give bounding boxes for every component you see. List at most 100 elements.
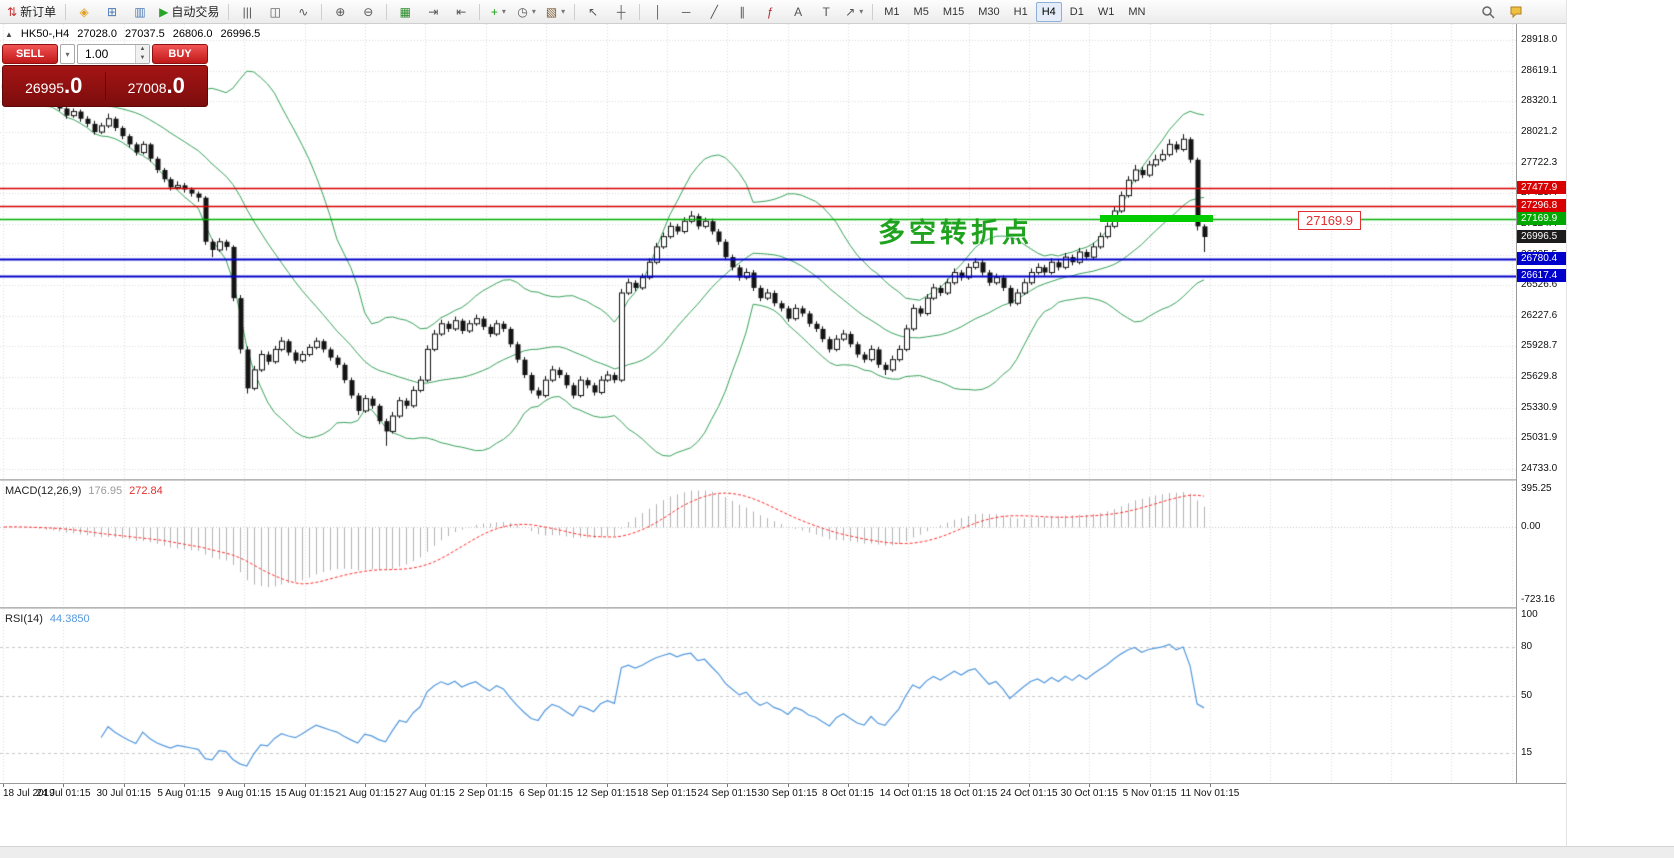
rsi-value: 44.3850 (49, 613, 90, 625)
vertical-line-button[interactable]: │ (645, 1, 671, 23)
chat-button[interactable] (1503, 1, 1529, 23)
time-axis-label: 8 Oct 01:15 (822, 788, 874, 799)
channel-icon: ∥ (739, 4, 746, 19)
volume-increase-button[interactable]: ▲ (136, 45, 149, 54)
channel-button[interactable]: ∥ (729, 1, 755, 23)
trendline-button[interactable]: ╱ (701, 1, 727, 23)
tile-windows-button[interactable]: ▦ (392, 1, 418, 23)
timeframe-toolbar: M1 M5 M15 M30 H1 H4 D1 W1 MN (877, 1, 1152, 22)
chevron-down-icon: ▾ (531, 7, 536, 16)
fibonacci-icon: ƒ (766, 4, 774, 19)
autotrading-button[interactable]: ▶ 自动交易 (155, 1, 223, 23)
sell-price-pips: .0 (64, 73, 83, 98)
chart-shift-icon: ⇥ (428, 4, 439, 19)
zoom-out-button[interactable]: ⊖ (355, 1, 381, 23)
trendline-icon: ╱ (710, 4, 718, 19)
chart-annotation-text: 多空转折点 (878, 218, 1033, 248)
timeframe-m15-button[interactable]: M15 (942, 5, 965, 18)
macd-scale-label: 395.25 (1521, 483, 1552, 494)
mql5-community-button[interactable]: ◈ (71, 1, 97, 23)
volume-field[interactable]: 1.00 ▲ ▼ (77, 44, 150, 64)
timeframe-w1-button[interactable]: W1 (1097, 5, 1115, 18)
price-badge: 27169.9 (1517, 212, 1566, 226)
auto-scroll-icon: ⇤ (456, 4, 467, 19)
new-chart-button[interactable]: ⊞ (99, 1, 125, 23)
price-scale[interactable]: 28918.028619.128320.128021.227722.327423… (1516, 24, 1566, 783)
price-divider (104, 72, 106, 100)
search-icon (1482, 5, 1495, 19)
sell-price-button[interactable]: 26995.0 (3, 73, 105, 99)
buy-price-button[interactable]: 27008.0 (106, 73, 208, 99)
templates-button[interactable]: ▧ ▾ (542, 1, 569, 23)
rsi-indicator-canvas[interactable] (0, 609, 1516, 783)
pane-divider[interactable] (0, 607, 1566, 609)
timeframe-m1-button[interactable]: M1 (884, 5, 900, 18)
toolbar-separator (574, 3, 576, 20)
toolbar-separator (228, 3, 230, 20)
macd-signal-value: 272.84 (129, 485, 163, 497)
text-icon: A (794, 4, 803, 19)
time-axis-label: 12 Sep 01:15 (576, 788, 637, 799)
toolbar-separator (639, 3, 641, 20)
one-click-top-row: SELL ▾ 1.00 ▲ ▼ BUY (2, 44, 208, 64)
horizontal-line-button[interactable]: ─ (673, 1, 699, 23)
price-scale-label: 26227.6 (1521, 309, 1558, 321)
buy-price-pips: .0 (166, 73, 185, 98)
label-button[interactable]: T (813, 1, 839, 23)
macd-scale-label: -723.16 (1521, 594, 1555, 605)
new-order-button[interactable]: ⇅ 新订单 (3, 1, 60, 23)
profiles-button[interactable]: ▥ (127, 1, 153, 23)
indicators-button[interactable]: + ▾ (485, 1, 511, 23)
time-tick (908, 784, 910, 787)
horizontal-line-icon: ─ (681, 4, 691, 19)
symbol-search-button[interactable] (1475, 1, 1501, 23)
fibonacci-button[interactable]: ƒ (757, 1, 783, 23)
timeframe-h1-button[interactable]: H1 (1013, 5, 1028, 18)
time-tick (425, 784, 427, 787)
time-tick (365, 784, 367, 787)
time-tick (546, 784, 548, 787)
rsi-scale-label: 50 (1521, 690, 1533, 701)
price-badge: 26617.4 (1517, 268, 1566, 282)
timeframe-m5-button[interactable]: M5 (913, 5, 929, 18)
sell-button[interactable]: SELL (2, 44, 58, 64)
candlestick-button[interactable]: ◫ (262, 1, 288, 23)
macd-indicator-canvas[interactable] (0, 481, 1516, 607)
zoom-in-button[interactable]: ⊕ (327, 1, 353, 23)
chart-shift-button[interactable]: ⇥ (420, 1, 446, 23)
status-strip (0, 846, 1674, 858)
volume-decrease-button[interactable]: ▼ (136, 54, 149, 63)
symbol-period-label: HK50-,H4 (20, 28, 70, 40)
price-chart-canvas[interactable] (0, 24, 1516, 479)
rsi-indicator-label: RSI(14) 44.3850 (5, 613, 90, 625)
time-axis-label: 24 Sep 01:15 (697, 788, 757, 799)
arrows-button[interactable]: ↗ ▾ (841, 1, 867, 23)
one-click-trading-panel: SELL ▾ 1.00 ▲ ▼ BUY 26995.0 27008.0 (2, 44, 208, 107)
auto-scroll-button[interactable]: ⇤ (448, 1, 474, 23)
time-tick (787, 784, 789, 787)
sell-price-main: 26995 (25, 80, 65, 96)
time-axis[interactable]: 18 Jul 2019 24 Jul 01:15 30 Jul 01:15 5 Aug… (0, 783, 1566, 801)
bar-chart-button[interactable]: ||| (234, 1, 260, 23)
price-scale-label: 27722.3 (1521, 156, 1558, 168)
line-chart-button[interactable]: ∿ (290, 1, 316, 23)
cursor-button[interactable]: ↖ (580, 1, 606, 23)
price-scale-label: 25928.7 (1521, 340, 1558, 352)
time-tick (485, 784, 487, 787)
new-order-button-label: 新订单 (20, 5, 57, 19)
buy-button[interactable]: BUY (152, 44, 208, 64)
volume-preset-dropdown[interactable]: ▾ (60, 44, 75, 64)
crosshair-button[interactable]: ┼ (608, 1, 634, 23)
volume-spinner: ▲ ▼ (135, 45, 149, 63)
timeframe-m30-button[interactable]: M30 (978, 5, 1000, 18)
chevron-down-icon: ▾ (561, 7, 566, 16)
pane-divider[interactable] (0, 479, 1566, 481)
toolbar-separator (386, 3, 388, 20)
timeframe-h4-button[interactable]: H4 (1035, 1, 1062, 22)
timeframe-d1-button[interactable]: D1 (1069, 5, 1084, 18)
time-axis-label: 2 Sep 01:15 (458, 788, 513, 799)
time-tick (727, 784, 729, 787)
periods-button[interactable]: ◷ ▾ (513, 1, 540, 23)
text-button[interactable]: A (785, 1, 811, 23)
timeframe-mn-button[interactable]: MN (1128, 5, 1146, 18)
